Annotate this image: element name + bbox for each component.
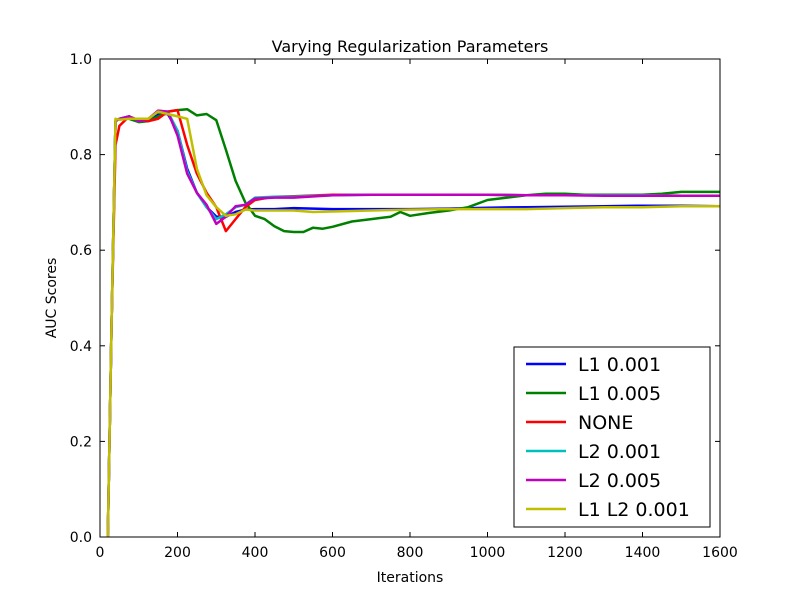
y-tick-label: 1.0 (70, 52, 92, 68)
y-axis-label: AUC Scores (44, 258, 60, 339)
y-tick-label: 0.0 (70, 530, 92, 546)
legend-label: L1 L2 0.001 (578, 499, 690, 521)
legend-label: NONE (578, 412, 633, 434)
legend-box (513, 346, 711, 528)
y-tick-label: 0.6 (70, 243, 92, 259)
legend: L1 0.001 L1 0.005 NONE L2 0.001 L2 0.005 L1 L… (513, 346, 711, 528)
x-tick-label: 1400 (625, 545, 661, 561)
y-tick-label: 0.8 (70, 148, 92, 164)
x-tick-label: 1200 (547, 545, 583, 561)
x-tick-label: 600 (319, 545, 346, 561)
y-tick-label: 0.2 (70, 434, 92, 450)
y-tick-label: 0.4 (70, 339, 92, 355)
x-tick-label: 200 (164, 545, 191, 561)
series-lines (106, 107, 721, 538)
legend-label: L2 0.005 (578, 470, 661, 492)
series-line-l2-0-005 (106, 109, 720, 538)
axis-ticks: 0 200 400 600 800 1000 1200 1400 1600 0.0 0.2 0.4 0.… (70, 52, 738, 561)
x-tick-label: 0 (96, 545, 105, 561)
legend-label: L1 0.005 (578, 383, 661, 405)
x-tick-label: 400 (242, 545, 269, 561)
series-line-l1-l2-0-001 (106, 110, 720, 538)
x-axis-label: Iterations (377, 570, 444, 586)
x-tick-label: 800 (397, 545, 424, 561)
x-tick-label: 1000 (470, 545, 506, 561)
legend-label: L1 0.001 (578, 354, 661, 376)
legend-label: L2 0.001 (578, 441, 661, 463)
x-tick-label: 1600 (702, 545, 738, 561)
chart-title: Varying Regularization Parameters (272, 37, 549, 56)
axes-frame (99, 58, 721, 538)
